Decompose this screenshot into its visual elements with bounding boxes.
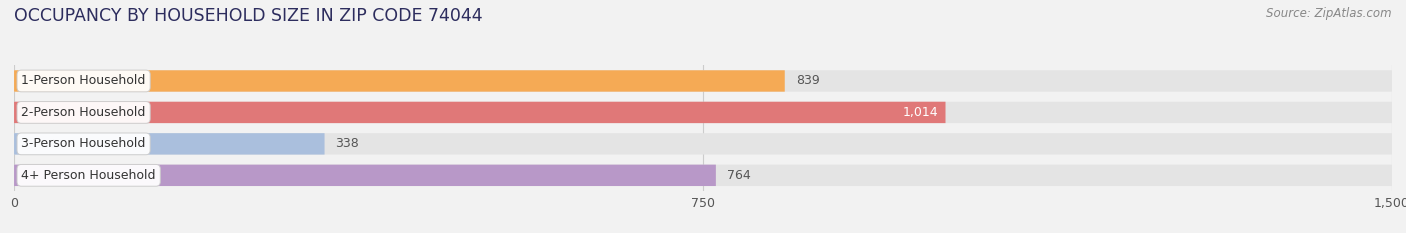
FancyBboxPatch shape (14, 70, 785, 92)
FancyBboxPatch shape (14, 102, 945, 123)
Text: 338: 338 (336, 137, 360, 150)
FancyBboxPatch shape (14, 133, 325, 154)
FancyBboxPatch shape (14, 165, 716, 186)
FancyBboxPatch shape (14, 133, 1392, 154)
Text: OCCUPANCY BY HOUSEHOLD SIZE IN ZIP CODE 74044: OCCUPANCY BY HOUSEHOLD SIZE IN ZIP CODE … (14, 7, 482, 25)
FancyBboxPatch shape (14, 102, 1392, 123)
FancyBboxPatch shape (14, 165, 1392, 186)
FancyBboxPatch shape (14, 70, 1392, 92)
Text: 1-Person Household: 1-Person Household (21, 75, 146, 87)
Text: 2-Person Household: 2-Person Household (21, 106, 146, 119)
Text: 839: 839 (796, 75, 820, 87)
Text: Source: ZipAtlas.com: Source: ZipAtlas.com (1267, 7, 1392, 20)
Text: 4+ Person Household: 4+ Person Household (21, 169, 156, 182)
Text: 3-Person Household: 3-Person Household (21, 137, 146, 150)
Text: 764: 764 (727, 169, 751, 182)
Text: 1,014: 1,014 (903, 106, 938, 119)
